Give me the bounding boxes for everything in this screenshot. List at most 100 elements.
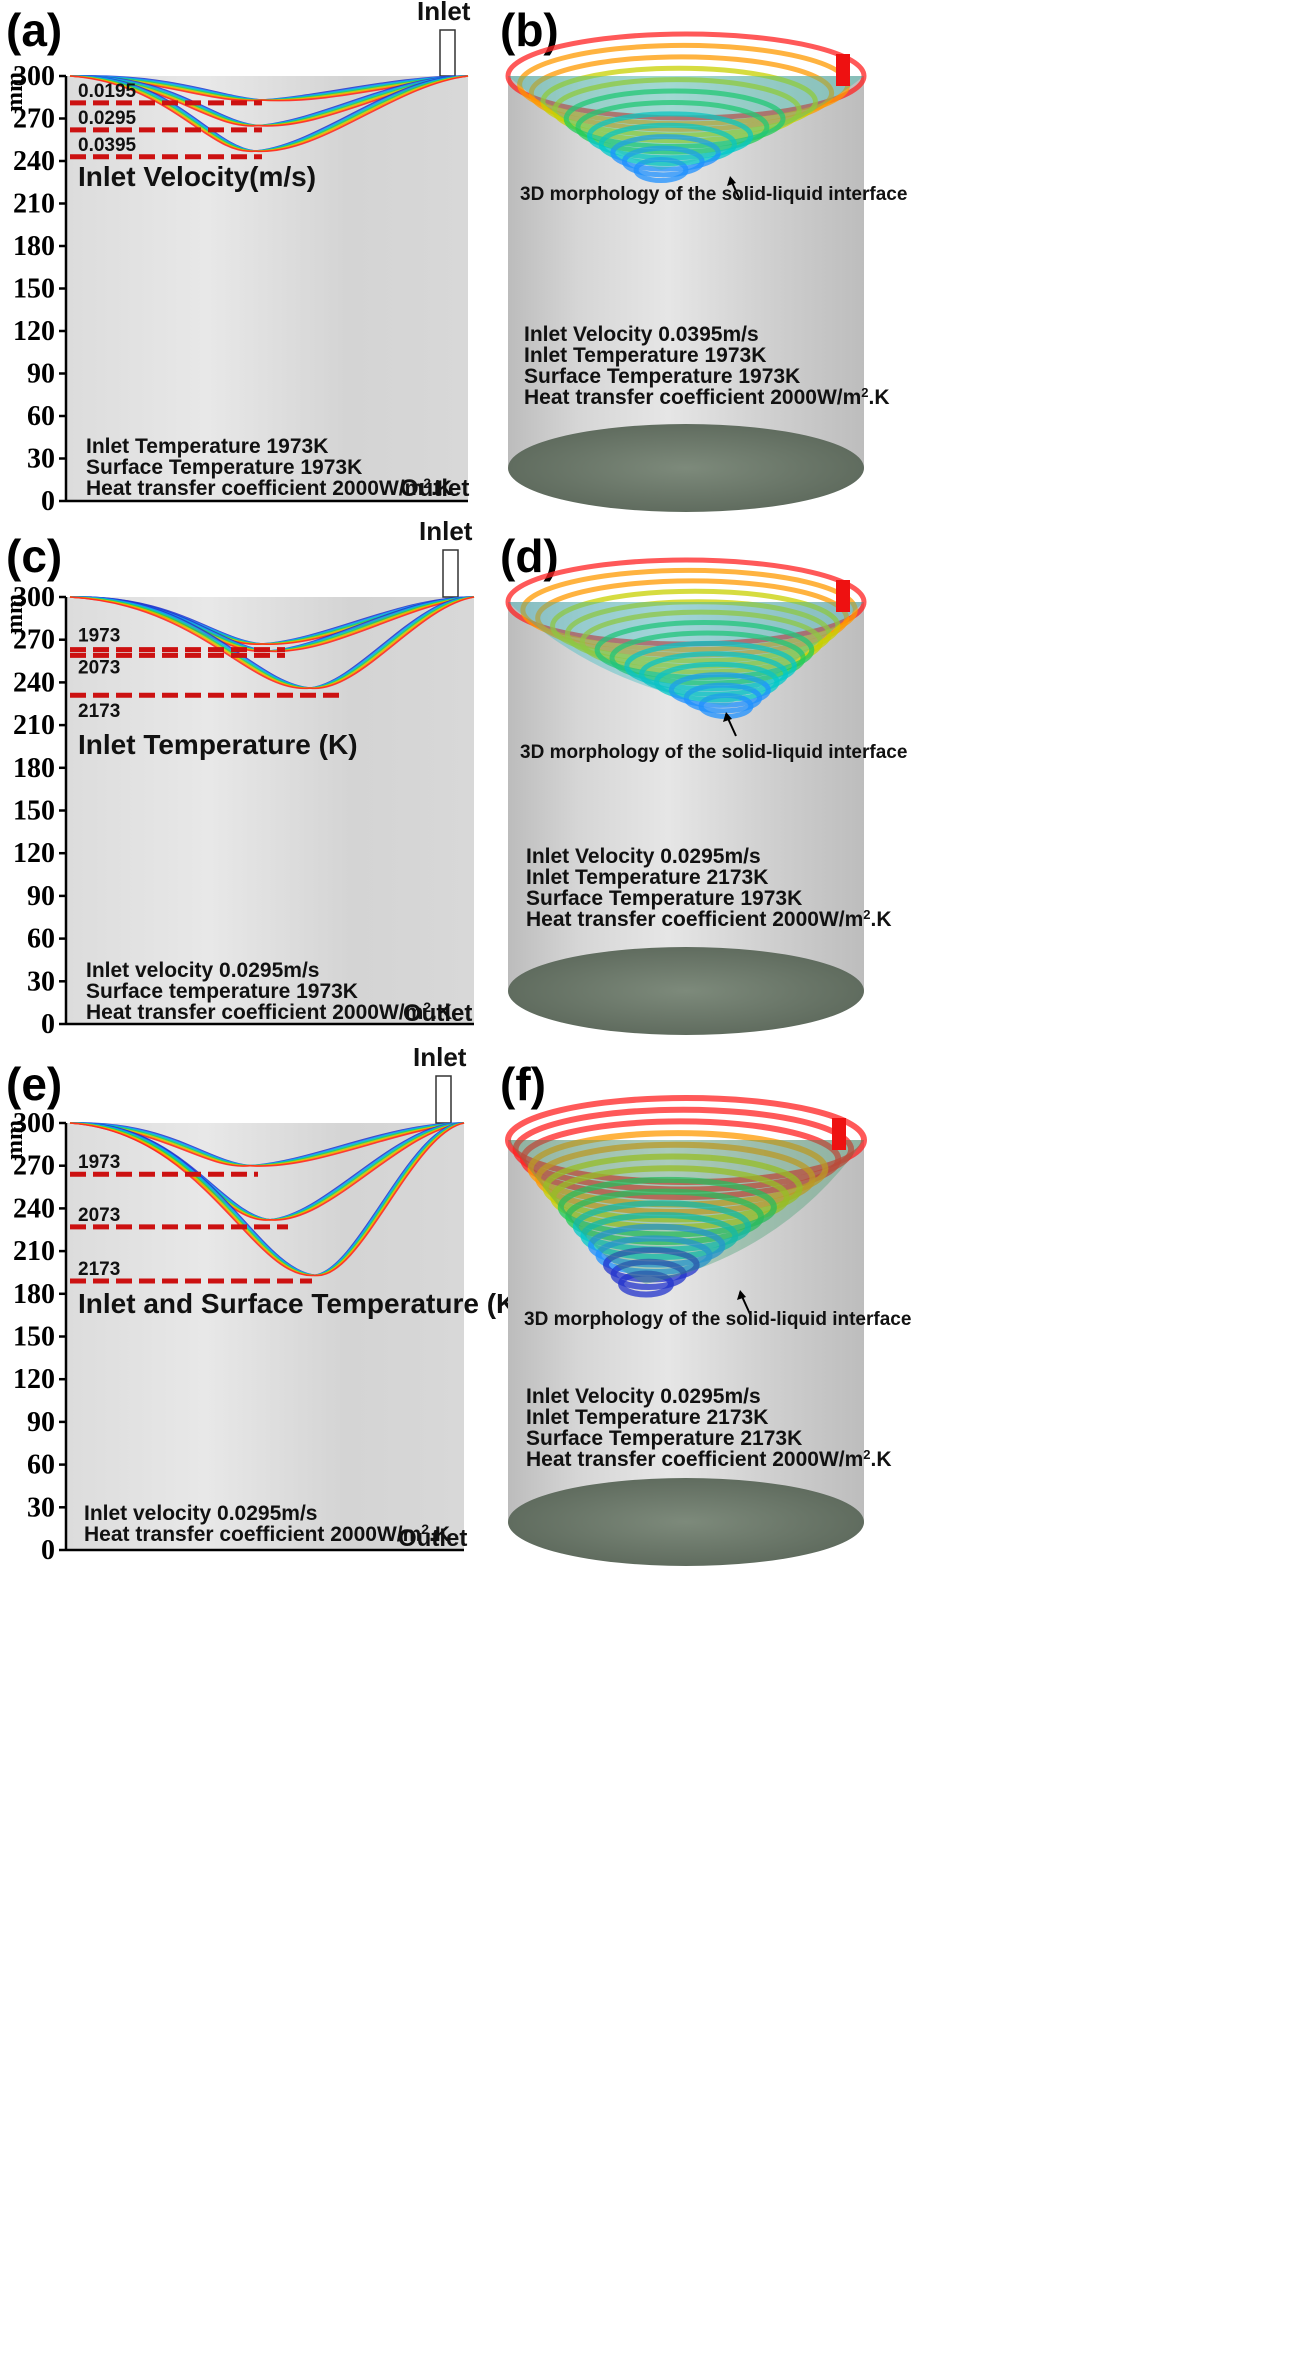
y-tick-label: 300 [13,1108,55,1139]
inlet-block [836,580,850,612]
panel-label: (f) [500,1058,546,1110]
y-tick-label: 210 [13,189,55,220]
arrow-head [737,1290,746,1300]
htc-label: Heat transfer coefficient 2000W/m2.K [84,1521,450,1546]
panel-title: Inlet Velocity(m/s) [78,161,316,192]
y-tick-label: 0 [41,1535,55,1566]
outlet-label: Outlet [400,475,469,502]
condition-2: Surface Temperature 1973K [526,887,802,910]
interface-ring [683,682,763,714]
interface-contours [69,596,475,690]
y-tick-label: 90 [27,1407,55,1438]
level-label: 2073 [78,1205,120,1226]
y-tick-label: 120 [13,1364,55,1395]
interface-ring [610,134,721,172]
plot-area [66,597,474,1024]
cylinder-3d [505,1095,867,1566]
panel-a: (a) mm 0 30 60 90 120 150 180 210 240 270 300 Inle… [2,0,471,517]
condition-0: Inlet Velocity 0.0395m/s [524,323,759,346]
cylinder-3d [505,31,867,512]
panel-label: (e) [6,1058,62,1110]
y-tick-label: 210 [13,1236,55,1267]
condition-0: Inlet Temperature 1973K [86,435,328,458]
y-tick-label: 150 [13,1322,55,1353]
condition-2: Surface Temperature 2173K [526,1427,802,1450]
arrow-head [723,712,732,722]
cylinder-3d [505,557,867,1035]
cylinder-base [508,424,864,512]
interface-ring [621,145,705,178]
interface-ring [535,1141,816,1216]
level-label: 1973 [78,1152,120,1173]
y-unit: mm [2,594,28,634]
contour-strand [254,75,469,153]
inlet-pipe [442,549,459,598]
htc-label: Heat transfer coefficient 2000W/m2.K [524,385,890,409]
level-markers: 1973 2073 2173 [70,626,345,722]
outlet-label: Outlet [403,1000,472,1027]
interface-ring [610,1258,687,1291]
y-tick-label: 150 [13,796,55,827]
interface-ring [579,609,824,675]
y-tick-label: 30 [27,966,55,997]
cylinder-body [508,76,864,510]
y-tick-label: 0 [41,486,55,517]
interface-funnel [508,76,864,170]
y-tick-label: 240 [13,1193,55,1224]
htc-label: Heat transfer coefficient 2000W/m2.K [86,475,452,500]
y-tick-label: 120 [13,838,55,869]
inlet-label: Inlet [419,516,473,546]
y-tick-label: 180 [13,1279,55,1310]
panel-title: Inlet Temperature (K) [78,729,358,760]
y-tick-label: 90 [27,359,55,390]
panel-d: (d) 3D morphology of the solid-liquid in… [500,530,907,1035]
interface-ring [603,1247,700,1283]
condition-0: Inlet Velocity 0.0295m/s [526,1385,761,1408]
y-tick-label: 0 [41,1009,55,1040]
y-tick-label: 300 [13,582,55,613]
plot-area [66,1123,464,1550]
htc-label: Heat transfer coefficient 2000W/m2.K [526,907,892,931]
condition-0: Inlet velocity 0.0295m/s [84,1502,317,1525]
interface-ring [520,1118,842,1200]
panel-label: (a) [6,4,62,56]
cylinder-body [508,602,864,1033]
cylinder-base [508,1478,864,1566]
y-unit: mm [2,72,28,112]
level-label: 2173 [78,1259,120,1280]
level-label: 2073 [78,657,120,678]
condition-0: Inlet Velocity 0.0295m/s [526,845,761,868]
interface-ring [624,640,797,692]
interface-ring [654,661,780,703]
y-tick-label: 120 [13,316,55,347]
y-unit: mm [2,1120,28,1160]
y-tick-label: 240 [13,146,55,177]
interface-ring [575,99,770,155]
level-label: 0.0395 [78,135,137,156]
y-tick-label: 270 [13,104,55,135]
interface-ring [598,122,737,166]
arrow-head [727,176,736,186]
y-tick-label: 60 [27,401,55,432]
condition-2: Surface Temperature 1973K [524,365,800,388]
inlet-block [836,54,850,86]
condition-1: Surface temperature 1973K [86,980,358,1003]
interface-ring [550,588,841,664]
y-axis: 0 30 60 90 120 150 180 210 240 270 300 [13,1108,464,1566]
inlet-pipe [439,29,456,77]
interface-ring [552,77,802,144]
caption: 3D morphology of the solid-liquid interf… [520,184,907,205]
contour-strand [69,75,256,153]
interface-ring [639,651,789,697]
y-axis: 0 30 60 90 120 150 180 210 240 270 300 [13,582,474,1040]
y-axis: 0 30 60 90 120 150 180 210 240 270 300 [13,61,468,517]
inlet-label: Inlet [413,1042,467,1072]
y-tick-label: 60 [27,1450,55,1481]
cylinder-base [508,947,864,1035]
y-tick-label: 240 [13,667,55,698]
condition-1: Inlet Temperature 2173K [526,866,768,889]
inlet-block [832,1118,846,1150]
condition-0: Inlet velocity 0.0295m/s [86,959,319,982]
contour-strand [269,1122,465,1221]
y-tick-label: 150 [13,274,55,305]
